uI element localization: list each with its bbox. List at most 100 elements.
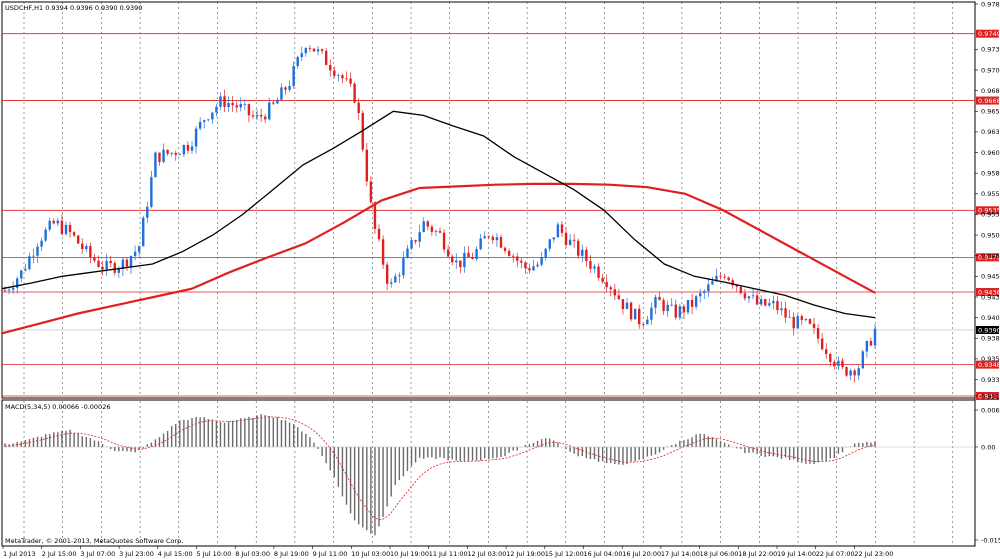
- candle-bear: [841, 360, 844, 368]
- macd-signal-line: [4, 416, 876, 521]
- time-tick-label: 1 Jul 2013: [3, 550, 36, 558]
- candle-bull: [865, 341, 869, 352]
- candle-bull: [873, 328, 877, 346]
- candle-bull: [780, 308, 783, 311]
- candle-bear: [76, 235, 80, 244]
- time-tick-label: 15 Jul 12:00: [545, 550, 584, 558]
- candle-bear: [589, 261, 592, 269]
- candle-bear: [341, 75, 344, 79]
- price-tick-label: 0.9505: [981, 231, 1000, 239]
- candle-bull: [581, 249, 584, 256]
- candle-bear: [72, 232, 76, 236]
- candle-bull: [207, 119, 210, 121]
- time-tick-label: 10 Jul 03:00: [351, 550, 390, 558]
- horizontal-levels[interactable]: 0.97490.96680.95350.94780.94360.93480.93…: [2, 29, 1000, 401]
- candle-bear: [349, 78, 352, 84]
- candle-bear: [381, 239, 385, 265]
- time-tick-label: 18 Jul 22:00: [738, 550, 777, 558]
- candle-bull: [44, 229, 47, 241]
- time-tick-label: 19 Jul 14:00: [777, 550, 816, 558]
- candle-bear: [471, 257, 474, 259]
- candle-bear: [223, 96, 226, 107]
- candle-bear: [259, 115, 263, 117]
- candle-bull: [137, 246, 141, 252]
- candle-bear: [487, 236, 490, 238]
- candle-bear: [658, 296, 661, 301]
- candle-bear: [365, 149, 369, 182]
- candle-bull: [20, 270, 23, 279]
- candle-bear: [784, 308, 787, 318]
- candle-bull: [146, 206, 149, 218]
- candle-bear: [516, 256, 519, 261]
- candle-bear: [93, 257, 96, 261]
- candle-bull: [203, 120, 206, 122]
- candle-bull: [434, 231, 438, 232]
- candle-bear: [174, 152, 177, 155]
- candle-bear: [272, 102, 275, 104]
- candle-bear: [662, 300, 665, 312]
- candle-bear: [333, 70, 336, 76]
- time-tick-label: 8 Jul 03:00: [235, 550, 270, 558]
- candle-bull: [418, 232, 421, 242]
- time-tick-label: 9 Jul 11:00: [313, 550, 348, 558]
- candle-bear: [845, 367, 848, 376]
- candle-bull: [646, 319, 649, 325]
- candle-bear: [597, 266, 600, 278]
- candle-bear: [869, 341, 873, 346]
- candle-bear: [690, 300, 694, 307]
- candle-bull: [255, 115, 259, 117]
- candle-bull: [121, 259, 125, 269]
- candle-bear: [385, 264, 389, 284]
- candle-bull: [394, 276, 397, 283]
- candle-bear: [324, 50, 328, 65]
- time-tick-label: 22 Jul 23:00: [854, 550, 893, 558]
- candle-bull: [64, 224, 68, 234]
- candle-bull: [654, 296, 657, 308]
- candle-bear: [572, 239, 576, 241]
- candle-bear: [263, 116, 267, 120]
- candle-bear: [430, 226, 434, 232]
- candle-bull: [85, 246, 88, 250]
- candle-bull: [544, 248, 547, 258]
- macd-tick-label: 0.00678: [981, 406, 1000, 414]
- time-tick-label: 11 Jul 11:00: [429, 550, 468, 558]
- candle-bull: [162, 149, 165, 162]
- candle-bull: [170, 152, 173, 154]
- time-tick-label: 4 Jul 15:00: [158, 550, 193, 558]
- price-tick-label: 0.9605: [981, 149, 1000, 157]
- candle-bull: [28, 256, 31, 270]
- candle-bear: [613, 289, 617, 296]
- candle-bull: [410, 240, 413, 249]
- candle-bull: [707, 284, 710, 292]
- candle-bear: [320, 49, 324, 51]
- candle-bear: [312, 48, 316, 52]
- level-tag-label: 0.9310: [978, 392, 1000, 400]
- candle-bull: [540, 257, 543, 265]
- candle-bear: [357, 102, 360, 113]
- candle-bear: [528, 268, 531, 271]
- macd-tick-label: -0.01545: [981, 536, 1000, 544]
- candle-bull: [861, 351, 865, 369]
- level-tag: [976, 392, 999, 400]
- candle-bull: [711, 281, 714, 285]
- candle-bear: [68, 224, 72, 233]
- candle-bull: [694, 296, 698, 307]
- candle-bull: [142, 217, 145, 247]
- candle-bear: [560, 224, 564, 233]
- level-tag-label: 0.9478: [978, 254, 1000, 262]
- candle-bull: [194, 128, 198, 147]
- candle-bear: [564, 232, 568, 245]
- candle-bear: [125, 259, 129, 267]
- candle-bull: [698, 293, 702, 297]
- candle-bull: [150, 177, 153, 207]
- candle-bull: [568, 239, 572, 245]
- candle-bear: [800, 316, 804, 321]
- candle-bull: [133, 251, 137, 257]
- candle-bull: [532, 266, 535, 271]
- candle-bull: [56, 220, 60, 224]
- time-tick-label: 17 Jul 14:00: [661, 550, 700, 558]
